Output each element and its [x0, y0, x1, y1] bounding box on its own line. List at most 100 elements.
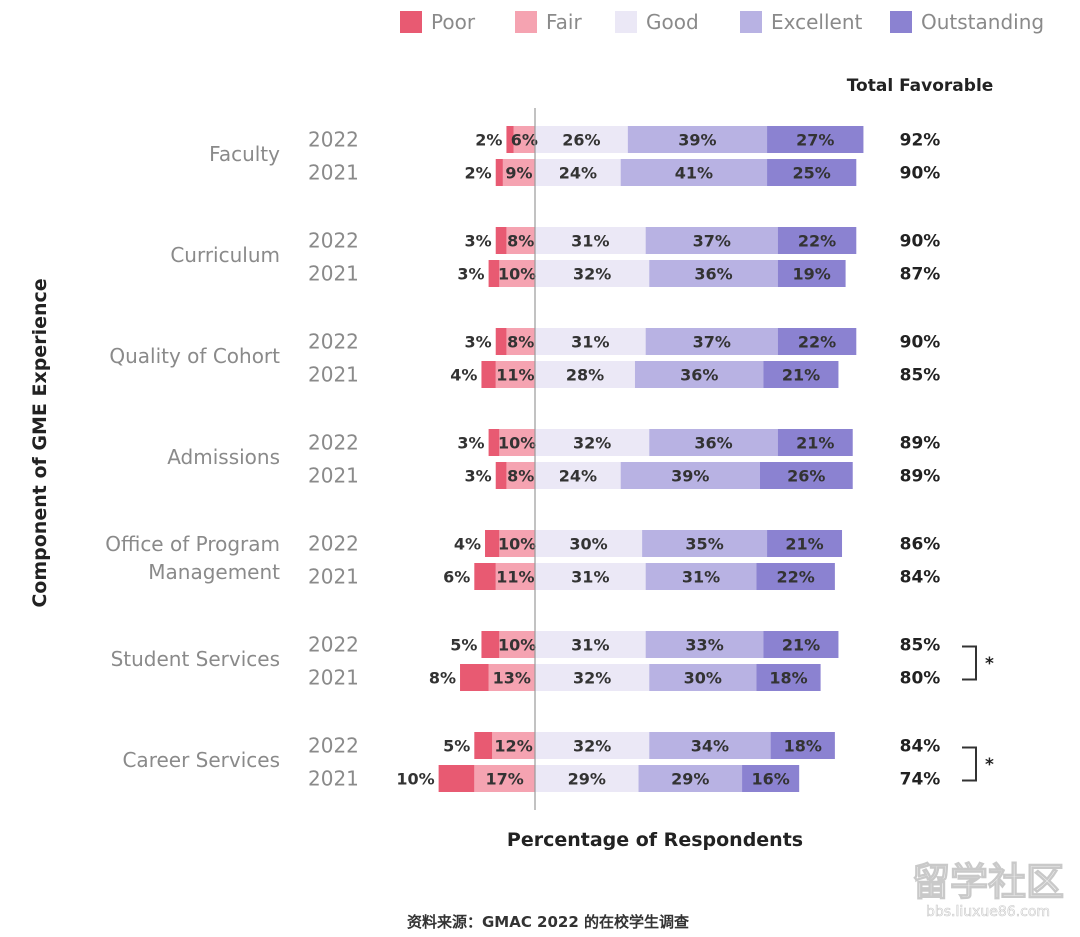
- year-label: 2021: [308, 262, 359, 286]
- bar-segment-good: [535, 765, 639, 792]
- total-favorable-value: 84%: [900, 737, 941, 757]
- bar-segment-fair: [495, 361, 535, 388]
- bar-value-label-outstanding: 16%: [751, 770, 789, 789]
- total-favorable-value: 89%: [900, 467, 941, 487]
- year-label: 2021: [308, 161, 359, 185]
- bar-segment-outstanding: [770, 732, 835, 759]
- bar-value-label-good: 32%: [573, 669, 611, 688]
- bar-segment-good: [535, 664, 650, 691]
- bar-segment-good: [535, 530, 643, 557]
- bar-segment-excellent: [649, 732, 771, 759]
- bar-segment-outstanding: [767, 126, 864, 153]
- bar-value-label-good: 24%: [559, 467, 597, 486]
- bar-value-label-fair: 12%: [494, 737, 532, 756]
- category-label: Quality of Cohort: [109, 344, 280, 368]
- category-label: Career Services: [122, 748, 280, 772]
- bar-segment-good: [535, 126, 628, 153]
- x-axis-title: Percentage of Respondents: [507, 829, 803, 851]
- bar-value-label-fair: 6%: [511, 131, 538, 150]
- bar-value-label-fair: 11%: [496, 568, 534, 587]
- bar-value-label-excellent: 34%: [691, 737, 729, 756]
- bar-value-label-fair: 8%: [507, 467, 534, 486]
- bar-segment-fair: [495, 563, 535, 590]
- bar-segment-excellent: [645, 631, 764, 658]
- bar-segment-outstanding: [777, 227, 857, 254]
- bar-value-label-outstanding: 25%: [793, 164, 831, 183]
- bar-value-label-excellent: 39%: [678, 131, 716, 150]
- total-favorable-value: 84%: [900, 568, 941, 588]
- bar-segment-poor: [506, 126, 514, 153]
- legend-label-good: Good: [646, 10, 699, 34]
- bar-value-label-excellent: 37%: [693, 333, 731, 352]
- bar-value-label-outstanding: 21%: [785, 535, 823, 554]
- total-favorable-value: 85%: [900, 366, 941, 386]
- legend-swatch-fair: [515, 11, 537, 33]
- bar-segment-poor: [474, 563, 496, 590]
- bar-segment-outstanding: [763, 361, 839, 388]
- bar-value-label-excellent: 39%: [671, 467, 709, 486]
- bar-value-label-excellent: 33%: [685, 636, 723, 655]
- bar-value-label-good: 24%: [559, 164, 597, 183]
- total-favorable-value: 90%: [900, 333, 941, 353]
- chart-legend: Poor Fair Good Excellent Outstanding: [400, 10, 1044, 34]
- bar-segment-poor: [474, 732, 493, 759]
- legend-swatch-outstanding: [890, 11, 912, 33]
- bar-segment-poor: [495, 159, 503, 186]
- bar-segment-outstanding: [763, 631, 839, 658]
- year-label: 2021: [308, 464, 359, 488]
- category-label: Faculty: [209, 142, 280, 166]
- bar-value-label-good: 29%: [568, 770, 606, 789]
- bar-segment-fair: [499, 631, 535, 658]
- bar-value-label-poor: 3%: [465, 333, 492, 352]
- category-label: Curriculum: [170, 243, 280, 267]
- total-favorable-value: 87%: [900, 265, 941, 285]
- year-label: 2021: [308, 363, 359, 387]
- bar-value-label-poor: 3%: [465, 467, 492, 486]
- bar-segment-poor: [485, 530, 500, 557]
- bar-value-label-poor: 6%: [443, 568, 470, 587]
- total-favorable-value: 80%: [900, 669, 941, 689]
- bar-value-label-poor: 3%: [457, 265, 484, 284]
- bar-value-label-fair: 10%: [498, 636, 536, 655]
- bar-value-label-fair: 8%: [507, 333, 534, 352]
- legend-swatch-excellent: [740, 11, 762, 33]
- bar-segment-poor: [460, 664, 489, 691]
- bar-segment-poor: [488, 429, 500, 456]
- bar-segment-poor: [438, 765, 475, 792]
- source-note: 资料来源：GMAC 2022 的在校学生调查: [407, 913, 690, 931]
- bar-segment-fair: [513, 126, 535, 153]
- legend-label-poor: Poor: [431, 10, 476, 34]
- bar-value-label-outstanding: 18%: [769, 669, 807, 688]
- bar-segment-outstanding: [756, 664, 821, 691]
- bar-value-label-excellent: 29%: [671, 770, 709, 789]
- total-favorable-value: 74%: [900, 770, 941, 790]
- watermark-url: bbs.liuxue86.com: [926, 904, 1050, 920]
- bar-value-label-outstanding: 21%: [782, 636, 820, 655]
- bar-value-label-outstanding: 21%: [782, 366, 820, 385]
- total-favorable-value: 92%: [900, 131, 941, 151]
- bar-segment-good: [535, 732, 650, 759]
- bar-segment-outstanding: [777, 328, 857, 355]
- bar-value-label-outstanding: 18%: [784, 737, 822, 756]
- bar-segment-good: [535, 260, 650, 287]
- bar-segment-poor: [495, 462, 507, 489]
- bar-value-label-excellent: 36%: [694, 434, 732, 453]
- bar-value-label-good: 31%: [571, 568, 609, 587]
- bar-segment-fair: [499, 260, 535, 287]
- bar-segment-excellent: [645, 227, 778, 254]
- year-label: 2022: [308, 532, 359, 556]
- bar-segment-excellent: [620, 462, 760, 489]
- bar-segment-excellent: [642, 530, 768, 557]
- legend-label-outstanding: Outstanding: [921, 10, 1044, 34]
- bar-value-label-fair: 11%: [496, 366, 534, 385]
- bar-segment-poor: [488, 260, 500, 287]
- bar-value-label-excellent: 41%: [675, 164, 713, 183]
- bar-value-label-good: 32%: [573, 737, 611, 756]
- year-label: 2022: [308, 229, 359, 253]
- bar-value-label-outstanding: 26%: [787, 467, 825, 486]
- bar-value-label-good: 30%: [569, 535, 607, 554]
- bar-segment-excellent: [649, 429, 778, 456]
- total-favorable-value: 90%: [900, 164, 941, 184]
